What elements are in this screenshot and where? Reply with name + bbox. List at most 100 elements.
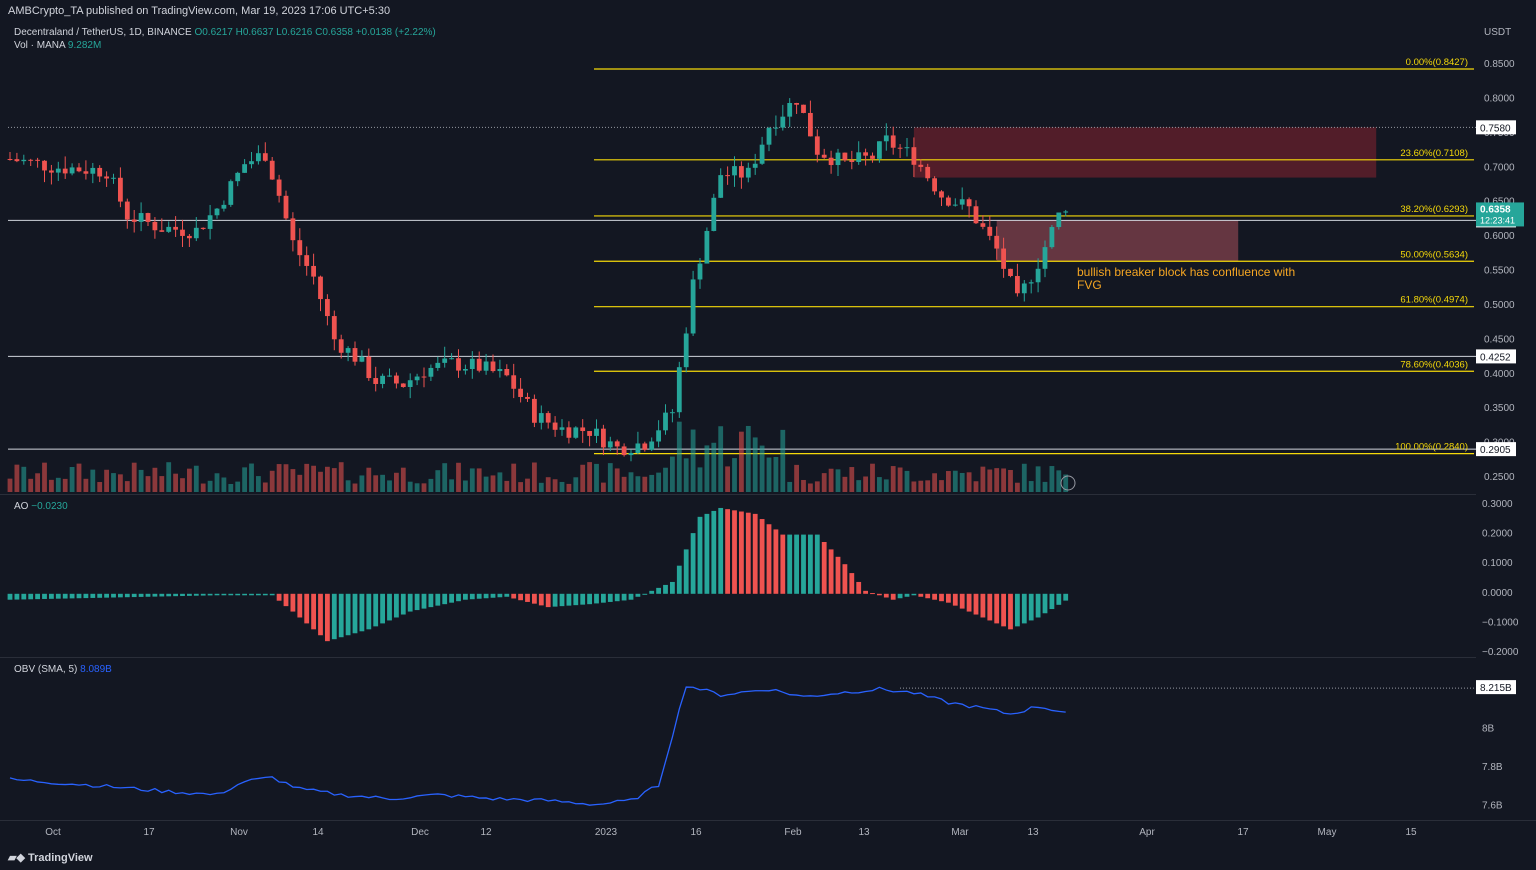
candle-body <box>1021 283 1027 294</box>
obv-chart[interactable] <box>0 658 1476 820</box>
ao-axis[interactable]: 0.3000 0.2000 0.1000 0.0000 −0.1000 −0.2000 <box>1476 494 1536 658</box>
volume-bar <box>311 465 316 492</box>
ao-bar <box>545 593 551 608</box>
volume-bar <box>973 481 979 492</box>
candle-body <box>897 147 903 149</box>
candle-body <box>780 116 786 128</box>
ao-bar <box>269 593 275 596</box>
ao-bar <box>690 533 696 594</box>
volume-bar <box>932 473 937 492</box>
ao-bar <box>725 509 730 594</box>
last-price-label: 0.6358 <box>1480 204 1511 215</box>
ao-bar <box>497 593 503 598</box>
obv-axis[interactable]: 8.215B 8B 7.8B 7.6B <box>1476 657 1536 819</box>
volume-legend: Vol · MANA 9.282M <box>14 40 101 51</box>
candle-body <box>607 441 613 448</box>
candle-body <box>814 136 820 155</box>
volume-bar <box>739 431 744 492</box>
price-panel[interactable]: 0.00%(0.8427) 23.60%(0.7108) 38.20%(0.6293… <box>0 22 1476 492</box>
candle-body <box>532 398 537 423</box>
volume-bar <box>745 425 751 492</box>
ao-bar <box>594 593 599 604</box>
candle-body <box>469 358 475 369</box>
candle-body <box>863 152 868 156</box>
volume-bar <box>870 463 875 492</box>
volume-bar <box>90 469 96 492</box>
candle-body <box>400 383 406 387</box>
volume-bar <box>55 477 61 492</box>
candle-body <box>394 375 399 384</box>
ao-bar <box>428 593 434 608</box>
candle-body <box>918 164 924 167</box>
ao-bar <box>1001 593 1006 627</box>
candle-body <box>111 177 116 179</box>
time-axis-labels[interactable]: Oct 17 Nov 14 Dec 12 2023 16 Feb 13 Mar 13 Apr 17 May 1… <box>0 821 1476 845</box>
price-axis[interactable]: 0.25000.30000.35000.40000.45000.50000.55… <box>1476 22 1536 492</box>
price-chart[interactable]: 0.00%(0.8427) 23.60%(0.7108) 38.20%(0.6293… <box>0 22 1476 492</box>
symbol-legend: Decentraland / TetherUS, 1D, BINANCE O0.… <box>14 27 436 38</box>
ao-bar <box>773 529 779 594</box>
ao-axis-labels[interactable]: 0.3000 0.2000 0.1000 0.0000 −0.1000 −0.2000 <box>1476 494 1536 658</box>
ao-bar <box>449 593 454 603</box>
candle-body <box>932 178 937 192</box>
volume-bar <box>856 480 862 492</box>
ao-bar <box>925 593 931 599</box>
volume-bar <box>138 469 144 492</box>
candle-body <box>511 375 517 389</box>
volume-bar <box>614 468 620 492</box>
candle-body <box>883 135 889 142</box>
tradingview-logo[interactable]: ▰◆ TradingView <box>8 851 93 864</box>
candle-body <box>42 160 47 171</box>
volume-bar <box>601 482 606 492</box>
candle-body <box>946 197 951 206</box>
volume-bar <box>359 475 365 492</box>
price-axis-labels[interactable]: 0.25000.30000.35000.40000.45000.50000.55… <box>1476 22 1536 492</box>
volume-bar <box>980 466 986 492</box>
candle-body <box>49 170 54 173</box>
brand-name: TradingView <box>27 852 93 864</box>
ao-bar <box>877 593 882 596</box>
candle-body <box>428 367 434 377</box>
volume-bar <box>946 471 951 492</box>
ao-bar <box>780 534 786 594</box>
obv-axis-labels[interactable]: 8.215B 8B 7.8B 7.6B <box>1476 657 1536 819</box>
candle-body <box>35 159 40 161</box>
volume-bar <box>897 467 903 492</box>
footer: ▰◆ TradingView <box>0 845 1536 870</box>
ao-bar <box>973 593 979 615</box>
candle-body <box>456 358 461 371</box>
fib-label-78.60%: 78.60%(0.4036) <box>1400 359 1468 370</box>
candle-body <box>559 427 565 430</box>
ao-bar <box>966 593 972 612</box>
time-axis[interactable]: Oct 17 Nov 14 Dec 12 2023 16 Feb 13 Mar 13 Apr 17 May 1… <box>0 820 1536 845</box>
ao-chart[interactable] <box>0 495 1476 657</box>
ao-bar <box>559 593 565 607</box>
ao-label: AO <box>14 501 29 512</box>
ao-bar <box>863 590 868 594</box>
candle-body <box>911 147 917 165</box>
ao-bar <box>794 534 799 594</box>
level-tag-label: 0.4252 <box>1480 352 1511 363</box>
obv-value: 8.089B <box>80 664 112 675</box>
volume-bar <box>345 480 351 492</box>
time-tick-label: May <box>1318 827 1337 838</box>
ao-bar <box>345 593 351 636</box>
ao-bar <box>407 593 413 612</box>
volume-bar <box>131 462 137 492</box>
price-tick-label: 0.5000 <box>1484 300 1515 311</box>
time-tick-label: 12 <box>480 827 492 838</box>
candle-body <box>242 164 247 173</box>
volume-bar <box>35 473 40 492</box>
obv-tick-label: 7.8B <box>1482 762 1503 773</box>
obv-panel[interactable]: OBV (SMA, 5) 8.089B <box>0 657 1476 820</box>
volume-bar <box>580 464 586 492</box>
volume-value: 9.282M <box>67 40 102 51</box>
ao-bar <box>83 593 89 599</box>
candle-body <box>124 201 130 220</box>
volume-bar <box>532 462 537 492</box>
volume-bar <box>497 472 503 492</box>
ao-panel[interactable]: AO −0.0230 <box>0 494 1476 657</box>
candle-body <box>614 441 620 447</box>
ao-bar <box>525 593 530 602</box>
volume-bar <box>538 482 544 492</box>
